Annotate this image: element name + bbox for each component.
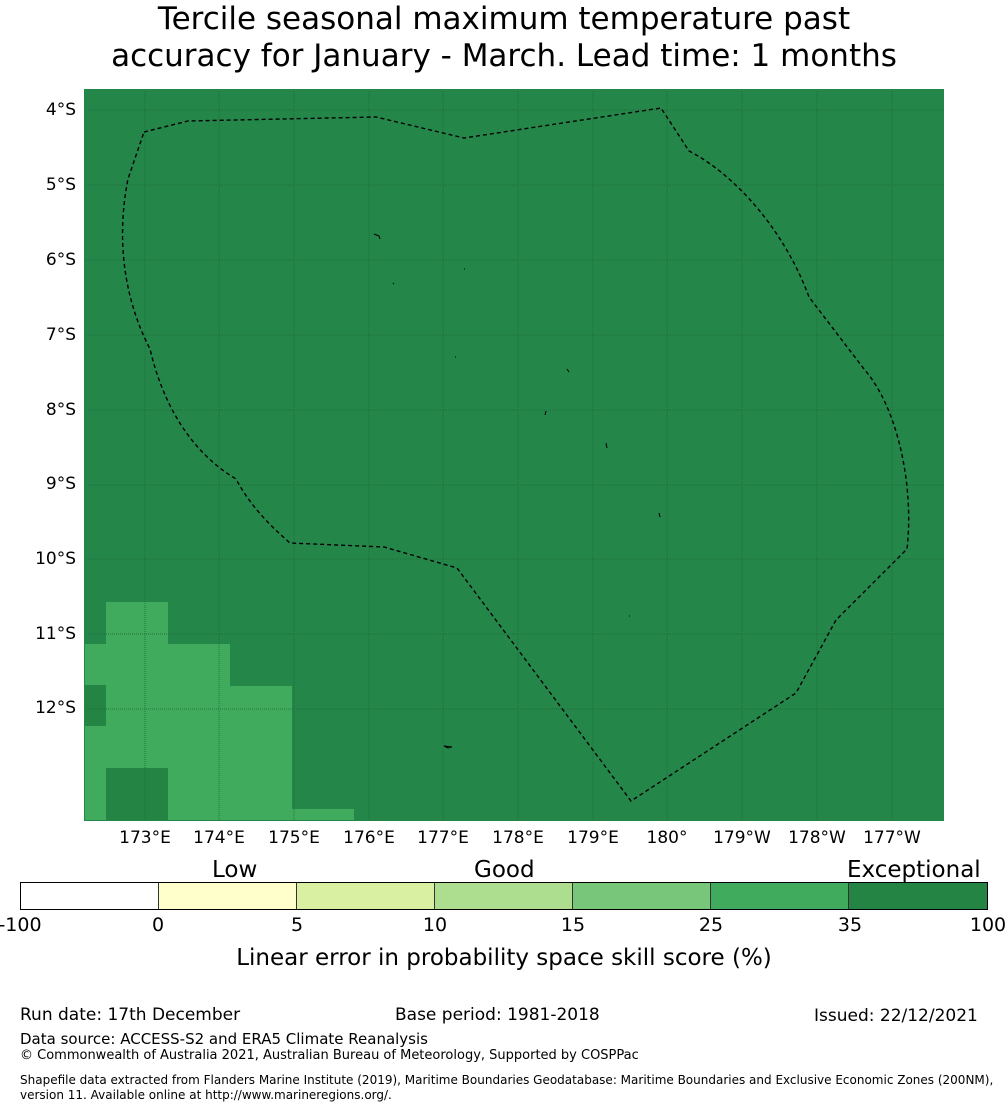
run-date: Run date: 17th December [20,1005,241,1025]
data-source: Data source: ACCESS-S2 and ERA5 Climate … [20,1030,428,1048]
colorbar-segment [711,883,849,909]
legend-category-good: Good [474,857,535,883]
lon-label-180: 180° [646,828,688,848]
colorbar-segment [849,883,987,909]
colorbar-segment [573,883,711,909]
lon-label-174e: 174°E [193,828,245,848]
lat-label-6s: 6°S [45,250,76,270]
lon-label-177w: 177°W [863,828,921,848]
lon-label-175e: 175°E [268,828,320,848]
lat-label-9s: 9°S [45,474,76,494]
lat-label-10s: 10°S [35,549,76,569]
base-period: Base period: 1981-2018 [395,1005,600,1025]
lat-label-4s: 4°S [45,100,76,120]
eez-boundary [121,107,910,802]
shapefile-credit-line-2: version 11. Available online at http://w… [20,1088,392,1102]
lat-label-7s: 7°S [45,325,76,345]
colorbar-tick: -100 [0,914,42,936]
colorbar-tick: 10 [422,914,448,936]
colorbar-tick: 5 [290,914,304,936]
lon-label-177e: 177°E [417,828,469,848]
colorbar-tick: 35 [837,914,863,936]
legend-category-low: Low [212,857,258,883]
copyright: © Commonwealth of Australia 2021, Austra… [20,1048,639,1063]
colorbar [20,882,988,910]
lon-label-173e: 173°E [119,828,171,848]
skill-map [84,89,944,821]
legend-category-exceptional: Exceptional [847,857,981,883]
lon-label-179w: 179°W [713,828,771,848]
shapefile-credit-line-1: Shapefile data extracted from Flanders M… [20,1073,994,1087]
issued-date: Issued: 22/12/2021 [814,1006,978,1026]
islands [373,233,661,749]
colorbar-segment [435,883,573,909]
map-title-line-1: Tercile seasonal maximum temperature pas… [157,1,851,37]
colorbar-tick: 15 [560,914,586,936]
lon-label-178w: 178°W [788,828,846,848]
colorbar-tick: 0 [151,914,165,936]
colorbar-title: Linear error in probability space skill … [236,945,772,971]
colorbar-segment [21,883,159,909]
lon-label-178e: 178°E [492,828,544,848]
colorbar-tick: 100 [969,914,1007,936]
gridlines [84,89,944,821]
map-title-line-2: accuracy for January - March. Lead time:… [111,38,897,74]
lat-label-8s: 8°S [45,400,76,420]
skill-region-lighter [84,602,354,821]
lat-label-11s: 11°S [35,624,76,644]
lon-label-179e: 179°E [567,828,619,848]
skill-region-darker [84,685,168,821]
colorbar-tick: 25 [698,914,724,936]
lat-label-5s: 5°S [45,175,76,195]
lat-label-12s: 12°S [35,698,76,718]
colorbar-segment [297,883,435,909]
lon-label-176e: 176°E [343,828,395,848]
colorbar-segment [159,883,297,909]
